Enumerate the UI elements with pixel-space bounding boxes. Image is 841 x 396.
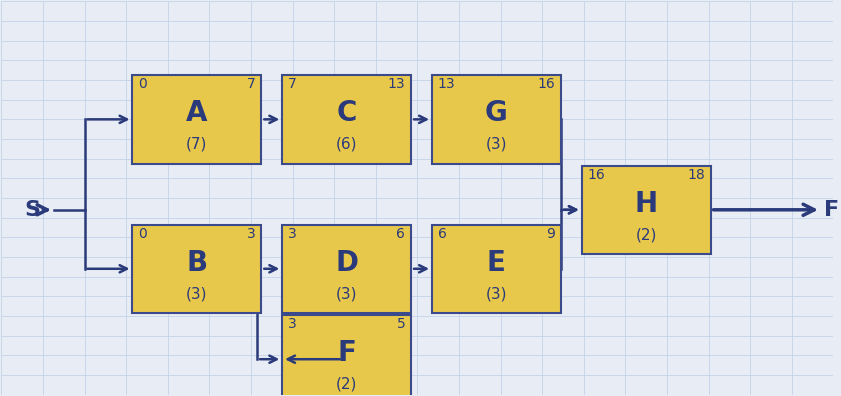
Bar [432, 75, 561, 164]
Text: 0: 0 [138, 77, 147, 91]
Text: 13: 13 [438, 77, 455, 91]
Text: 3: 3 [246, 227, 256, 240]
Text: (2): (2) [636, 227, 657, 242]
Text: 6: 6 [438, 227, 447, 240]
Text: 18: 18 [687, 168, 705, 181]
Text: 7: 7 [246, 77, 256, 91]
Text: C: C [336, 99, 357, 128]
Text: H: H [635, 190, 658, 218]
Text: (3): (3) [485, 286, 507, 301]
Bar [582, 166, 711, 254]
Text: 7: 7 [288, 77, 297, 91]
Text: 6: 6 [396, 227, 405, 240]
Text: (3): (3) [485, 137, 507, 152]
Text: D: D [336, 249, 358, 277]
Text: 5: 5 [397, 317, 405, 331]
Text: 9: 9 [546, 227, 555, 240]
Text: 13: 13 [388, 77, 405, 91]
Bar [283, 225, 411, 313]
Bar [283, 315, 411, 396]
Bar [432, 225, 561, 313]
Bar [132, 225, 262, 313]
Bar [283, 75, 411, 164]
Text: B: B [187, 249, 208, 277]
Text: E: E [487, 249, 505, 277]
Bar [132, 75, 262, 164]
Text: (6): (6) [336, 137, 357, 152]
Text: S: S [24, 200, 40, 220]
Text: (2): (2) [336, 377, 357, 392]
Text: G: G [485, 99, 508, 128]
Text: 3: 3 [288, 227, 297, 240]
Text: 16: 16 [537, 77, 555, 91]
Text: (7): (7) [186, 137, 208, 152]
Text: F: F [824, 200, 839, 220]
Text: 3: 3 [288, 317, 297, 331]
Text: 16: 16 [588, 168, 606, 181]
Text: 0: 0 [138, 227, 147, 240]
Text: A: A [186, 99, 208, 128]
Text: (3): (3) [336, 286, 357, 301]
Text: (3): (3) [186, 286, 208, 301]
Text: F: F [337, 339, 356, 367]
